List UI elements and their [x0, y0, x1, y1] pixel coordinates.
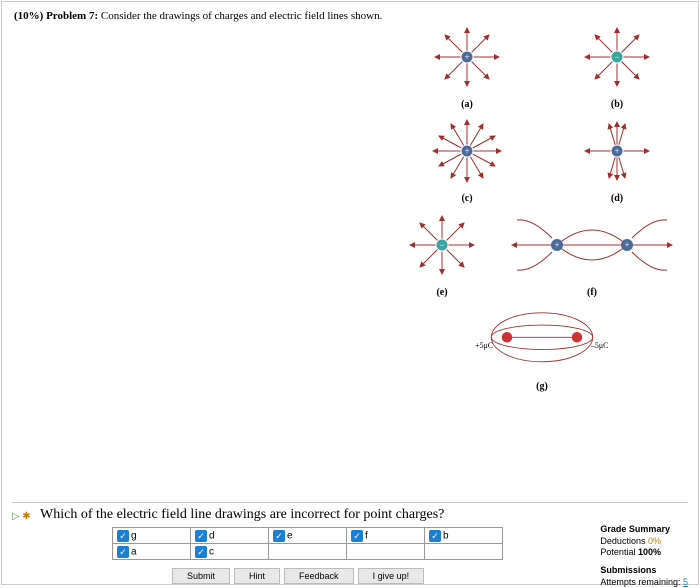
- figure-b: −: [577, 22, 657, 92]
- svg-text:+: +: [464, 146, 469, 156]
- label-a: (a): [427, 99, 507, 110]
- checkbox-icon[interactable]: ✓: [351, 530, 363, 542]
- g-left-label: +5μC: [475, 341, 493, 350]
- option-cell[interactable]: ✓b: [425, 528, 503, 544]
- option-label: b: [443, 530, 449, 541]
- label-g: (g): [452, 381, 632, 392]
- option-cell[interactable]: ✓f: [347, 528, 425, 544]
- svg-text:−: −: [439, 240, 444, 250]
- figure-c: +: [427, 116, 507, 186]
- submit-button[interactable]: Submit: [172, 568, 230, 584]
- q-status-icons: ▷ ✱: [12, 507, 40, 522]
- submissions-header: Submissions: [600, 565, 688, 577]
- option-cell[interactable]: ✓d: [191, 528, 269, 544]
- option-label: a: [131, 546, 137, 557]
- checkbox-icon[interactable]: ✓: [117, 546, 129, 558]
- giveup-button[interactable]: I give up!: [358, 568, 425, 584]
- figure-f: + +: [502, 210, 682, 280]
- svg-text:−: −: [614, 52, 619, 62]
- option-cell: [269, 544, 347, 560]
- potential-label: Potential: [600, 547, 635, 557]
- label-c: (c): [427, 193, 507, 204]
- attempts-value: 5: [683, 577, 688, 587]
- figures-area: + (a) − (b): [392, 22, 692, 398]
- deductions-label: Deductions: [600, 536, 645, 546]
- option-cell[interactable]: ✓a: [113, 544, 191, 560]
- svg-text:+: +: [554, 240, 559, 250]
- option-label: d: [209, 530, 215, 541]
- option-label: f: [365, 530, 368, 541]
- label-d: (d): [577, 193, 657, 204]
- checkbox-icon[interactable]: ✓: [273, 530, 285, 542]
- problem-label: Problem 7:: [46, 10, 98, 22]
- svg-text:+: +: [624, 240, 629, 250]
- option-cell: [347, 544, 425, 560]
- weight: (10%): [14, 10, 43, 22]
- option-label: e: [287, 530, 293, 541]
- play-icon: ▷: [12, 511, 20, 522]
- label-f: (f): [502, 287, 682, 298]
- option-cell[interactable]: ✓c: [191, 544, 269, 560]
- potential-value: 100%: [638, 547, 661, 557]
- problem-panel: (10%) Problem 7: Consider the drawings o…: [1, 1, 699, 585]
- option-cell: [425, 544, 503, 560]
- question-area: ▷ ✱ Which of the electric field line dra…: [12, 502, 688, 584]
- hint-button[interactable]: Hint: [234, 568, 280, 584]
- svg-text:+: +: [464, 52, 469, 62]
- grade-summary: Grade Summary Deductions 0% Potential 10…: [600, 524, 688, 588]
- figure-e: −: [402, 210, 482, 280]
- question-text: Which of the electric field line drawing…: [40, 507, 444, 523]
- checkbox-icon[interactable]: ✓: [195, 546, 207, 558]
- g-right-label: –5μC: [590, 341, 608, 350]
- figure-g: +5μC –5μC: [452, 304, 632, 374]
- figure-d: +: [577, 116, 657, 186]
- option-cell[interactable]: ✓g: [113, 528, 191, 544]
- asterisk-icon: ✱: [22, 511, 30, 522]
- checkbox-icon[interactable]: ✓: [429, 530, 441, 542]
- label-b: (b): [577, 99, 657, 110]
- checkbox-icon[interactable]: ✓: [117, 530, 129, 542]
- checkbox-icon[interactable]: ✓: [195, 530, 207, 542]
- option-cell[interactable]: ✓e: [269, 528, 347, 544]
- figure-a: +: [427, 22, 507, 92]
- svg-text:+: +: [614, 146, 619, 156]
- option-label: g: [131, 530, 137, 541]
- deductions-value: 0%: [648, 536, 661, 546]
- problem-text: Consider the drawings of charges and ele…: [101, 10, 382, 22]
- grade-header: Grade Summary: [600, 524, 688, 536]
- attempts-label: Attempts remaining:: [600, 577, 680, 587]
- label-e: (e): [402, 287, 482, 298]
- feedback-button[interactable]: Feedback: [284, 568, 354, 584]
- answer-table: ✓g✓d✓e✓f✓b ✓a✓c: [112, 527, 503, 560]
- option-label: c: [209, 546, 214, 557]
